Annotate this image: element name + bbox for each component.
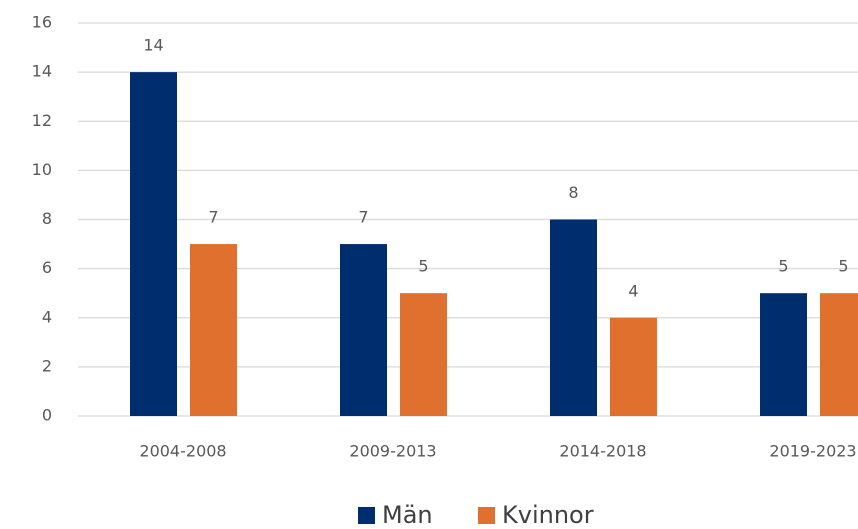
data-label: 5 xyxy=(778,257,788,276)
data-label: 5 xyxy=(418,257,428,276)
y-tick-label: 16 xyxy=(32,13,52,32)
y-tick-label: 8 xyxy=(42,209,52,228)
legend-label: Män xyxy=(382,501,433,529)
data-label: 4 xyxy=(628,281,638,300)
y-tick-label: 4 xyxy=(42,307,52,326)
x-tick-label: 2014-2018 xyxy=(559,442,646,461)
x-tick-label: 2004-2008 xyxy=(139,442,226,461)
bar xyxy=(760,293,807,416)
bar xyxy=(190,244,237,416)
y-tick-label: 12 xyxy=(32,111,52,130)
legend-swatch xyxy=(478,507,495,524)
x-tick-label: 2019-2023 xyxy=(769,442,856,461)
bar xyxy=(130,72,177,416)
data-label: 7 xyxy=(208,208,218,227)
y-tick-label: 14 xyxy=(32,62,52,81)
data-label: 5 xyxy=(838,257,848,276)
data-label: 7 xyxy=(358,208,368,227)
bar xyxy=(400,293,447,416)
bar xyxy=(340,244,387,416)
data-label: 14 xyxy=(143,36,163,55)
bar xyxy=(550,219,597,416)
bar xyxy=(610,317,657,416)
y-tick-label: 6 xyxy=(42,258,52,277)
data-label: 8 xyxy=(568,183,578,202)
x-tick-label: 2009-2013 xyxy=(349,442,436,461)
y-tick-label: 10 xyxy=(32,160,52,179)
legend-label: Kvinnor xyxy=(502,501,594,529)
y-tick-label: 2 xyxy=(42,356,52,375)
bar xyxy=(820,293,858,416)
legend-swatch xyxy=(358,507,375,524)
y-tick-label: 0 xyxy=(42,406,52,425)
